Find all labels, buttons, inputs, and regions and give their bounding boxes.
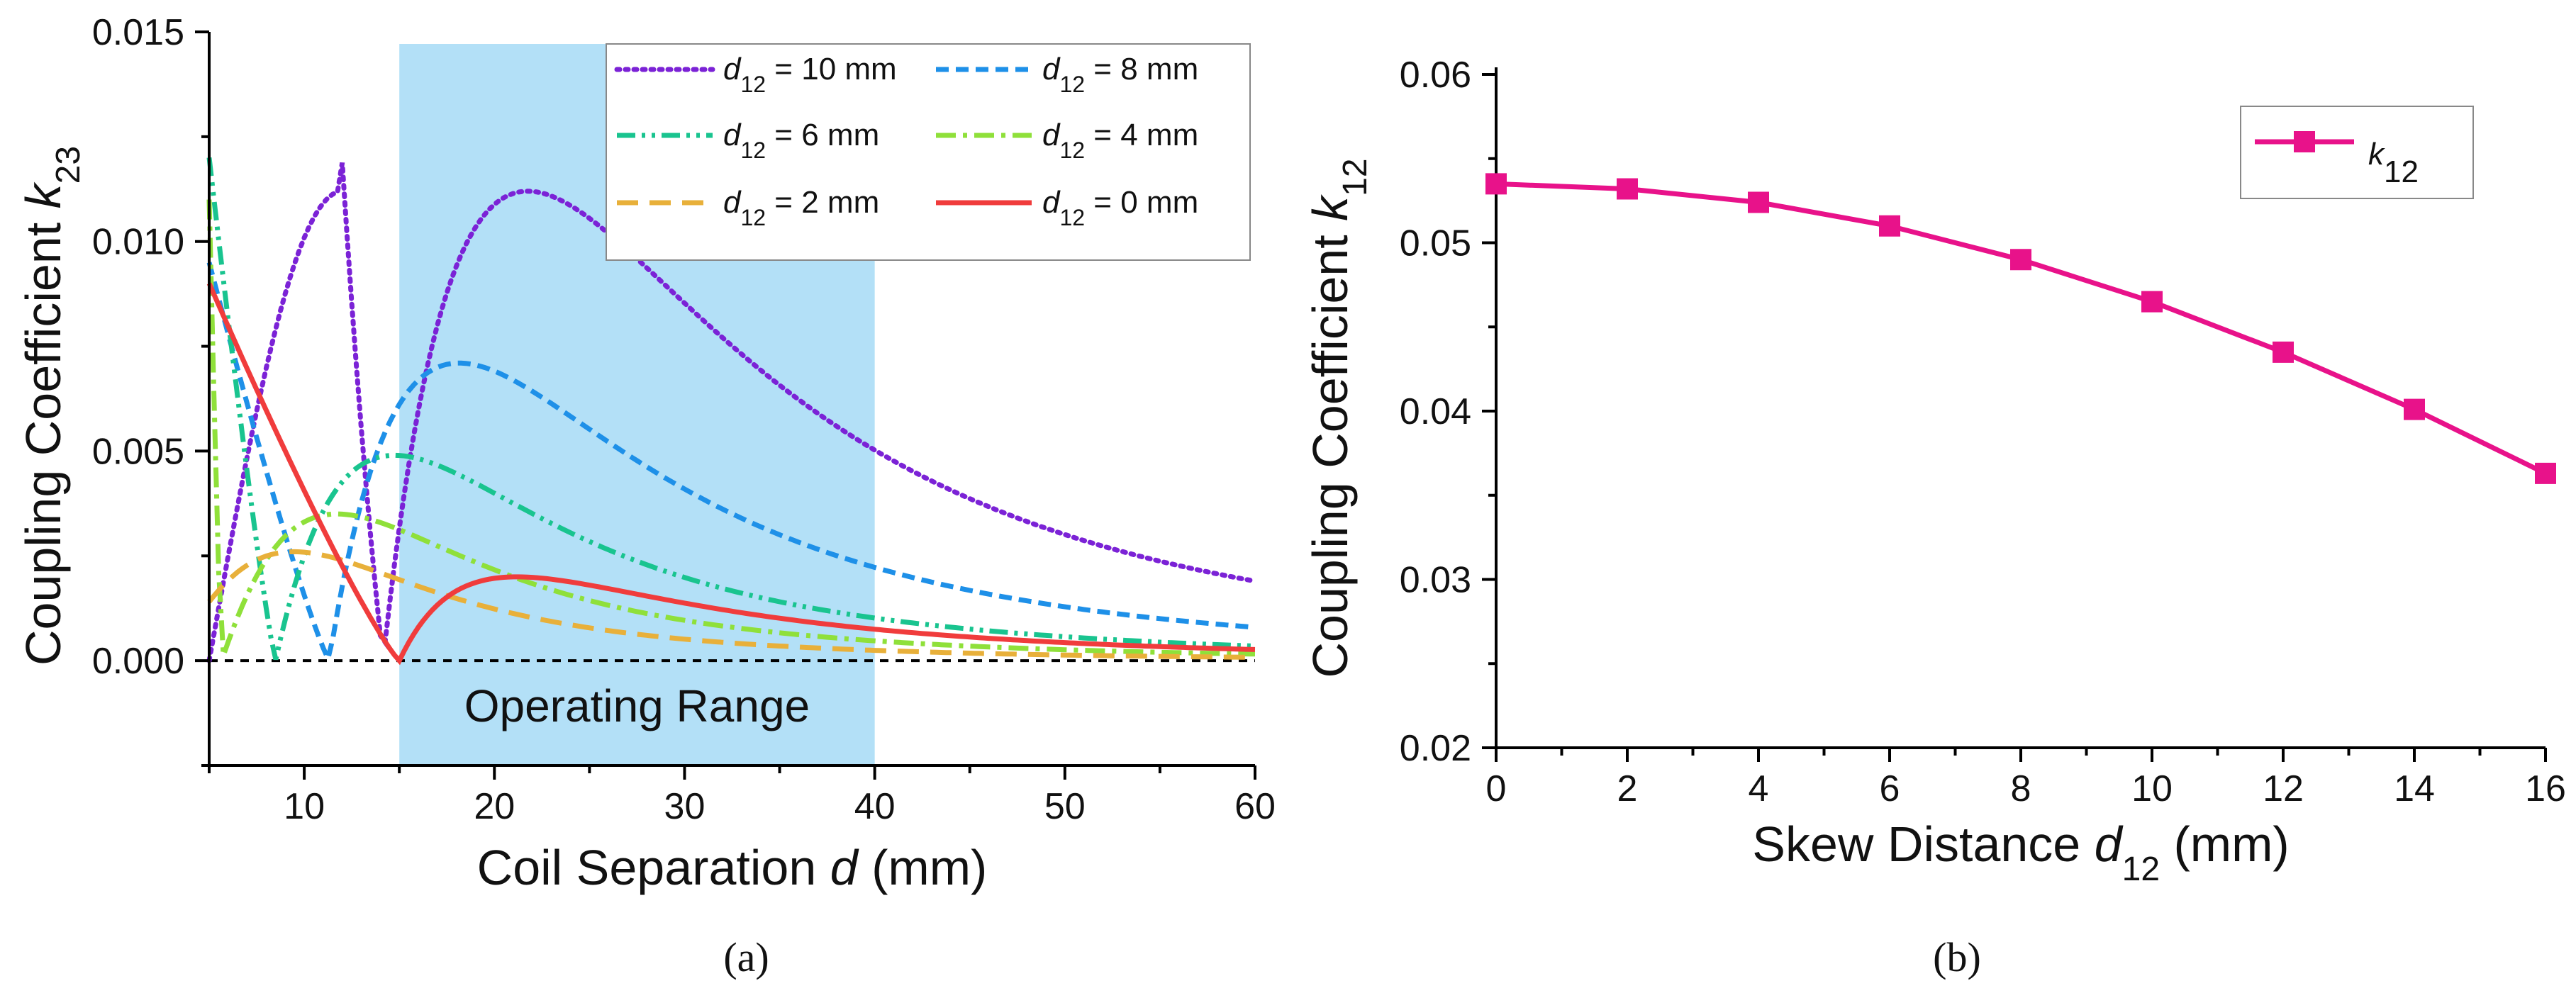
x-tick-label: 6 [1880, 768, 1900, 809]
x-tick-label: 10 [284, 786, 325, 827]
data-point [2010, 249, 2031, 271]
legend-box [606, 43, 1251, 261]
panel-a-legend: d12 = 10 mm d12 = 8 mm d12 = 6 mm d12 = 4 m… [606, 43, 1251, 261]
panel-b-legend: k12 [2240, 106, 2474, 199]
x-tick-label: 4 [1749, 768, 1769, 809]
y-tick-label: 0.005 [92, 431, 184, 472]
y-tick-label: 0.05 [1400, 223, 1471, 264]
panel-b: 0 2 4 6 8 10 12 14 16 0.02 0.03 0.04 0.05 0.06 k12 Sk… [1303, 55, 2566, 980]
y-tick-label: 0.015 [92, 12, 184, 53]
legend-label: d12 = 4 mm [1042, 118, 1198, 163]
panel-b-caption: (b) [1933, 934, 1981, 980]
panel-a-caption: (a) [723, 934, 769, 980]
legend-label: d12 = 0 mm [1042, 185, 1198, 230]
y-tick-label: 0.06 [1400, 55, 1471, 96]
x-tick-label: 8 [2011, 768, 2031, 809]
data-point [2535, 462, 2556, 484]
x-tick-label: 30 [664, 786, 706, 827]
data-point [2404, 398, 2425, 420]
x-tick-label: 0 [1486, 768, 1507, 809]
x-tick-label: 40 [854, 786, 896, 827]
panel-a-x-axis-title: Coil Separation d (mm) [477, 840, 988, 895]
data-point [1485, 173, 1507, 195]
legend-label: d12 = 10 mm [723, 52, 897, 97]
series-line-d12-6 [206, 157, 1256, 661]
y-tick-label: 0.03 [1400, 560, 1471, 601]
panel-a-series [206, 157, 1258, 667]
x-tick-label: 20 [474, 786, 515, 827]
legend-label: d12 = 2 mm [723, 185, 879, 230]
x-tick-label: 16 [2525, 768, 2566, 809]
data-point [1879, 215, 1900, 237]
legend-label: d12 = 6 mm [723, 118, 879, 163]
legend-label: d12 = 8 mm [1042, 52, 1198, 97]
x-tick-label: 60 [1234, 786, 1276, 827]
series-line-d12-8 [206, 262, 1256, 667]
panel-a-axes [208, 32, 1255, 767]
data-point [1617, 178, 1638, 200]
panel-b-y-axis-title: Coupling Coefficient k12 [1303, 158, 1374, 678]
panel-b-series [1485, 173, 2556, 484]
series-line-k12 [1495, 181, 2547, 476]
panel-b-x-axis-title: Skew Distance d12 (mm) [1752, 817, 2289, 888]
panel-a-y-axis-title: Coupling Coefficient k23 [16, 146, 87, 666]
legend-box [2240, 106, 2474, 199]
x-tick-label: 14 [2394, 768, 2435, 809]
y-tick-label: 0.02 [1400, 728, 1471, 769]
data-point [2273, 341, 2294, 363]
y-tick-label: 0.000 [92, 641, 184, 682]
data-point [2141, 291, 2163, 313]
operating-range-label: Operating Range [464, 680, 810, 731]
panel-a-ticks: 10 20 30 40 50 60 0.000 0.005 0.010 0.015 [92, 12, 1276, 827]
panel-b-ticks: 0 2 4 6 8 10 12 14 16 0.02 0.03 0.04 0.05 0.06 [1400, 55, 2566, 809]
legend-marker [2294, 131, 2315, 152]
y-tick-label: 0.04 [1400, 391, 1471, 432]
series-line-d12-4 [206, 199, 1256, 657]
series-line-d12-0 [206, 282, 1256, 666]
series-line-d12-2 [207, 549, 1256, 660]
y-tick-label: 0.010 [92, 222, 184, 263]
x-tick-label: 12 [2263, 768, 2304, 809]
x-tick-label: 50 [1044, 786, 1086, 827]
x-tick-label: 2 [1617, 768, 1638, 809]
panel-a: 10 20 30 40 50 60 0.000 0.005 0.010 0.015 Operati… [16, 12, 1276, 980]
legend-label: k12 [2368, 137, 2419, 189]
x-tick-label: 10 [2131, 768, 2173, 809]
data-point [1748, 191, 1769, 213]
